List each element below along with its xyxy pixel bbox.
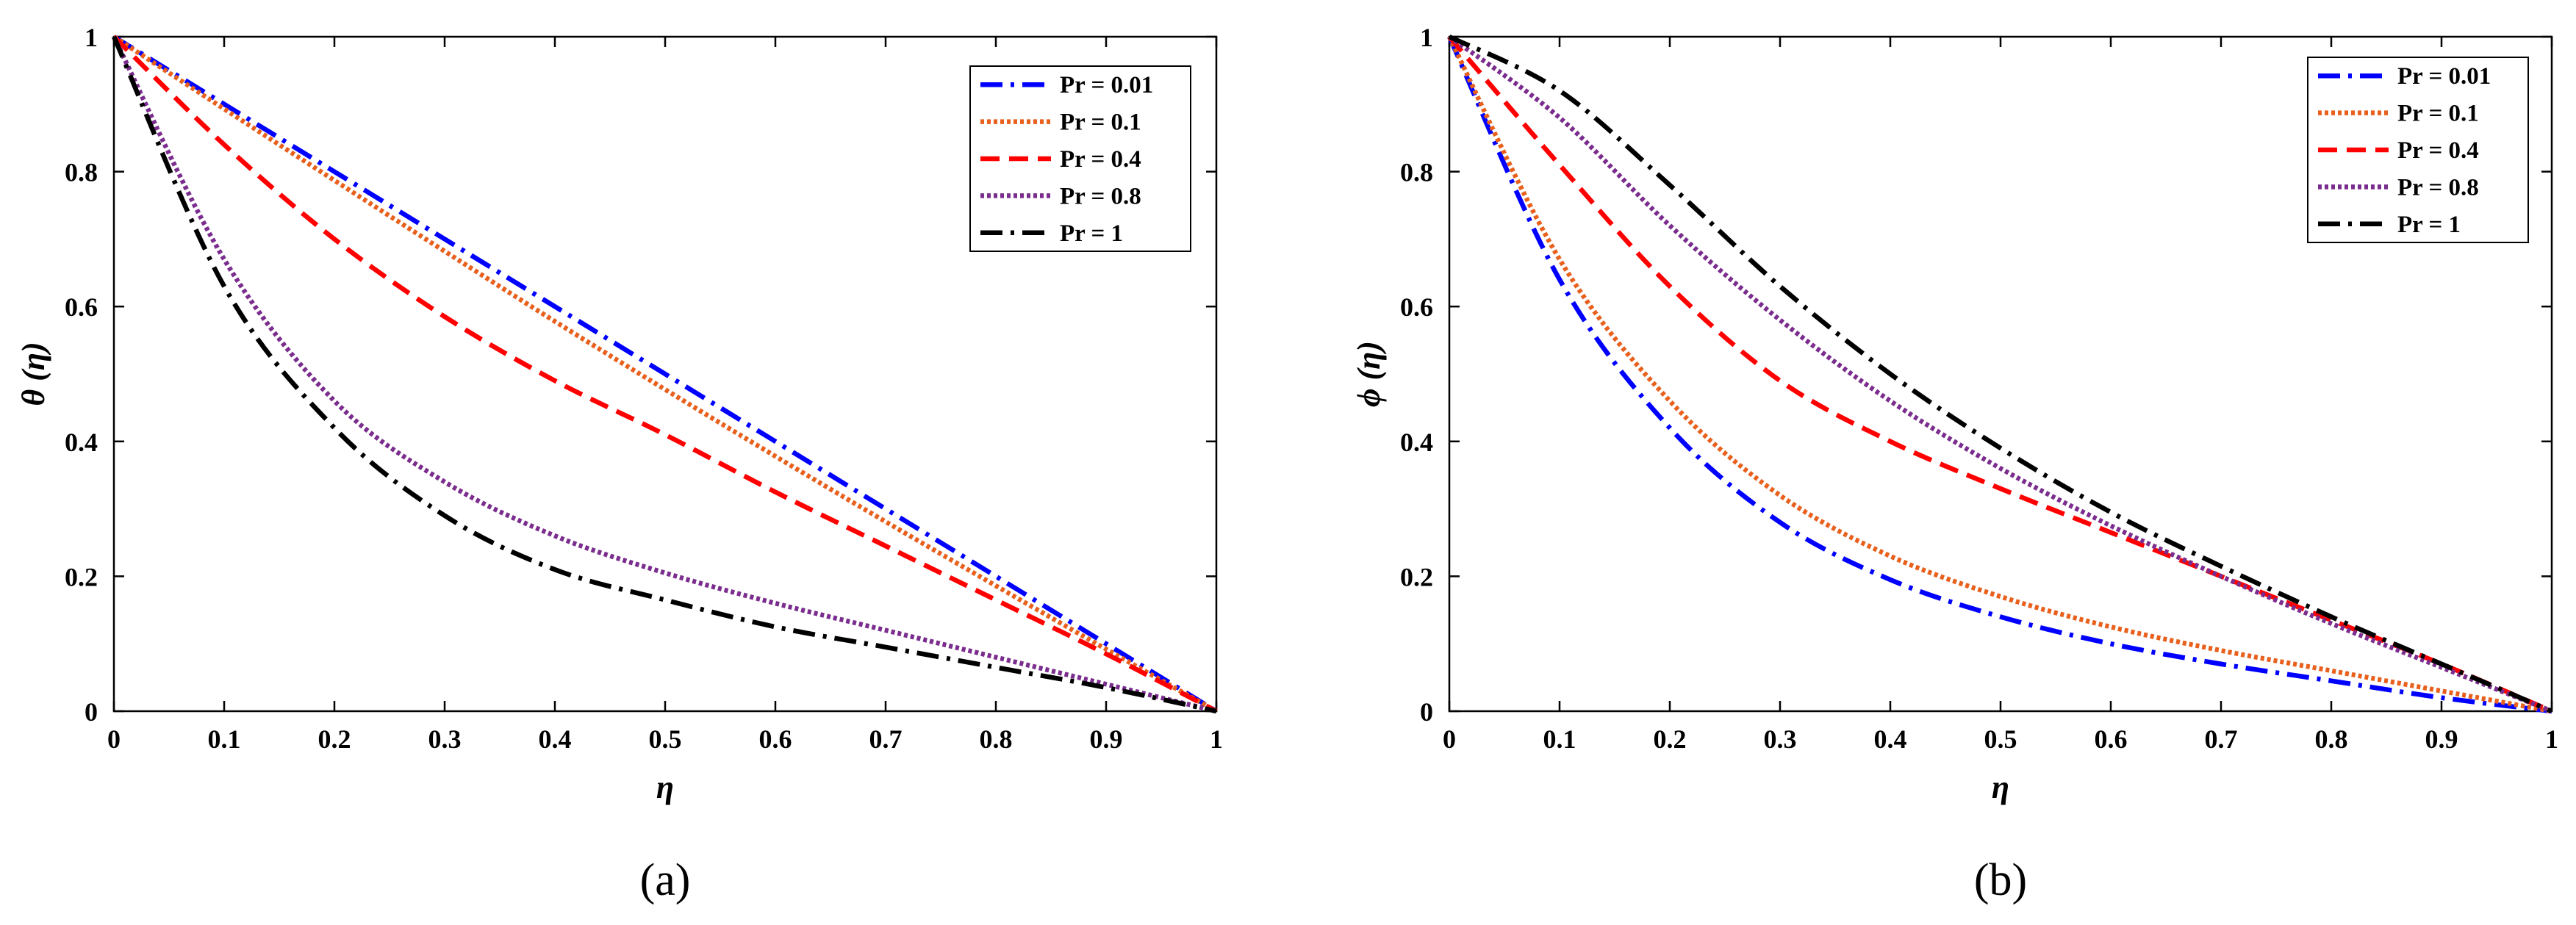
series-line-5 <box>112 35 1217 714</box>
x-tick-label: 1 <box>1210 724 1223 754</box>
series-line-3 <box>112 35 1218 713</box>
y-tick-label: 0.2 <box>1400 562 1433 591</box>
x-tick-label: 0.3 <box>428 724 462 754</box>
x-tick-label: 0.9 <box>1090 724 1123 754</box>
y-tick-label: 0.8 <box>65 158 98 187</box>
x-tick-label: 1 <box>2545 724 2558 754</box>
y-axis-label: ϕ (η) <box>1351 341 1387 407</box>
legend-entry: Pr = 0.1 <box>1060 109 1141 136</box>
x-tick-label: 0.1 <box>208 724 241 754</box>
series-line-4 <box>1448 35 2553 714</box>
legend-entry: Pr = 0.01 <box>2397 63 2491 90</box>
x-axis-label: η <box>1992 769 2009 805</box>
series-line-5 <box>1448 35 2553 713</box>
series-line-4 <box>112 35 1217 714</box>
panel-label: (a) <box>640 855 691 905</box>
x-tick-label: 0 <box>1443 724 1456 754</box>
x-tick-label: 0.1 <box>1543 724 1576 754</box>
legend-entry: Pr = 0.8 <box>1060 183 1141 209</box>
y-tick-label: 0.4 <box>65 428 98 457</box>
panel-label: (b) <box>1974 855 2027 905</box>
x-axis-label: η <box>656 769 674 805</box>
y-tick-label: 0 <box>1420 697 1433 727</box>
y-tick-label: 1 <box>85 23 98 52</box>
x-tick-label: 0.8 <box>2315 724 2348 754</box>
x-tick-label: 0.2 <box>318 724 351 754</box>
legend-entry: Pr = 1 <box>1060 220 1123 247</box>
x-tick-label: 0.5 <box>1984 724 2017 754</box>
x-tick-label: 0.4 <box>1874 724 1907 754</box>
x-tick-label: 0.4 <box>539 724 572 754</box>
y-tick-label: 0.4 <box>1400 428 1433 457</box>
y-tick-label: 0.6 <box>65 292 98 322</box>
series-line-3 <box>1447 35 2553 713</box>
legend-entry: Pr = 0.4 <box>2397 137 2479 164</box>
x-tick-label: 0.7 <box>869 724 903 754</box>
x-tick-label: 0.3 <box>1764 724 1797 754</box>
legend-box <box>2307 57 2529 243</box>
y-tick-label: 1 <box>1420 23 1433 52</box>
x-tick-label: 0.5 <box>649 724 682 754</box>
legend-entry: Pr = 0.8 <box>2397 174 2479 201</box>
y-tick-label: 0.6 <box>1400 292 1433 322</box>
legend-box <box>969 65 1191 252</box>
y-tick-label: 0 <box>85 697 98 727</box>
legend-entry: Pr = 0.1 <box>2397 101 2479 127</box>
y-axis-label: θ (η) <box>15 342 51 406</box>
x-tick-label: 0.9 <box>2425 724 2458 754</box>
x-tick-label: 0.6 <box>759 724 792 754</box>
x-tick-label: 0.6 <box>2095 724 2128 754</box>
legend-entry: Pr = 0.01 <box>1060 72 1153 98</box>
series-line-1 <box>112 35 1218 713</box>
series-line-1 <box>1447 35 2552 714</box>
legend-entry: Pr = 1 <box>2397 212 2461 238</box>
x-tick-label: 0.7 <box>2205 724 2238 754</box>
x-tick-label: 0.8 <box>980 724 1013 754</box>
y-tick-label: 0.2 <box>65 562 98 591</box>
panel-a: 0 0.1 0.2 0.3 0.4 0.5 0.6 0.7 0.8 0.9 1 0 0.2 0.4 0.6 0… <box>15 23 1223 905</box>
panel-b: 0 0.1 0.2 0.3 0.4 0.5 0.6 0.7 0.8 0.9 1 0 0.2 0.4 0.6 0… <box>1351 23 2558 905</box>
series-line-2 <box>1447 35 2552 714</box>
legend-entry: Pr = 0.4 <box>1060 146 1141 173</box>
x-tick-label: 0.2 <box>1654 724 1687 754</box>
x-tick-label: 0 <box>107 724 121 754</box>
series-line-2 <box>112 35 1218 713</box>
y-tick-label: 0.8 <box>1400 158 1433 187</box>
